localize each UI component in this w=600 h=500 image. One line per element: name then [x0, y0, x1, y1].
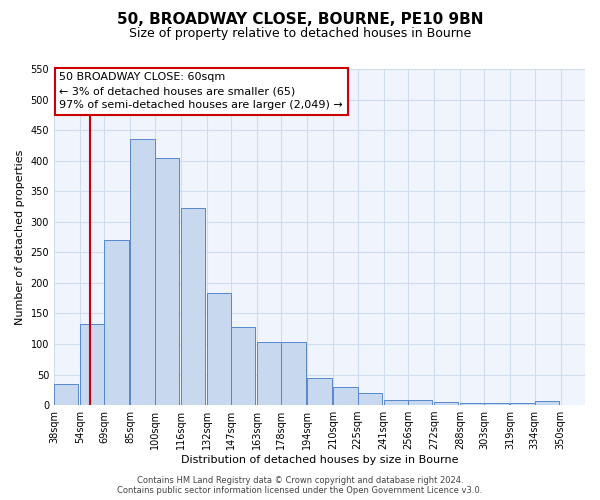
Bar: [535, 401, 559, 405]
Text: 50, BROADWAY CLOSE, BOURNE, PE10 9BN: 50, BROADWAY CLOSE, BOURNE, PE10 9BN: [117, 12, 483, 28]
Bar: [434, 402, 458, 405]
Bar: [155, 158, 179, 405]
Bar: [181, 208, 205, 405]
Text: Size of property relative to detached houses in Bourne: Size of property relative to detached ho…: [129, 28, 471, 40]
Bar: [130, 140, 155, 405]
Bar: [54, 384, 79, 405]
Bar: [408, 400, 433, 405]
Bar: [80, 324, 104, 405]
Bar: [484, 402, 509, 405]
Bar: [383, 400, 408, 405]
Bar: [511, 402, 535, 405]
Text: 50 BROADWAY CLOSE: 60sqm
← 3% of detached houses are smaller (65)
97% of semi-de: 50 BROADWAY CLOSE: 60sqm ← 3% of detache…: [59, 72, 343, 110]
Bar: [460, 402, 484, 405]
X-axis label: Distribution of detached houses by size in Bourne: Distribution of detached houses by size …: [181, 455, 458, 465]
Bar: [104, 240, 129, 405]
Text: Contains HM Land Registry data © Crown copyright and database right 2024.
Contai: Contains HM Land Registry data © Crown c…: [118, 476, 482, 495]
Bar: [281, 342, 306, 405]
Bar: [206, 294, 231, 405]
Bar: [334, 387, 358, 405]
Bar: [231, 328, 256, 405]
Bar: [257, 342, 281, 405]
Y-axis label: Number of detached properties: Number of detached properties: [15, 150, 25, 324]
Bar: [307, 378, 332, 405]
Bar: [358, 393, 382, 405]
